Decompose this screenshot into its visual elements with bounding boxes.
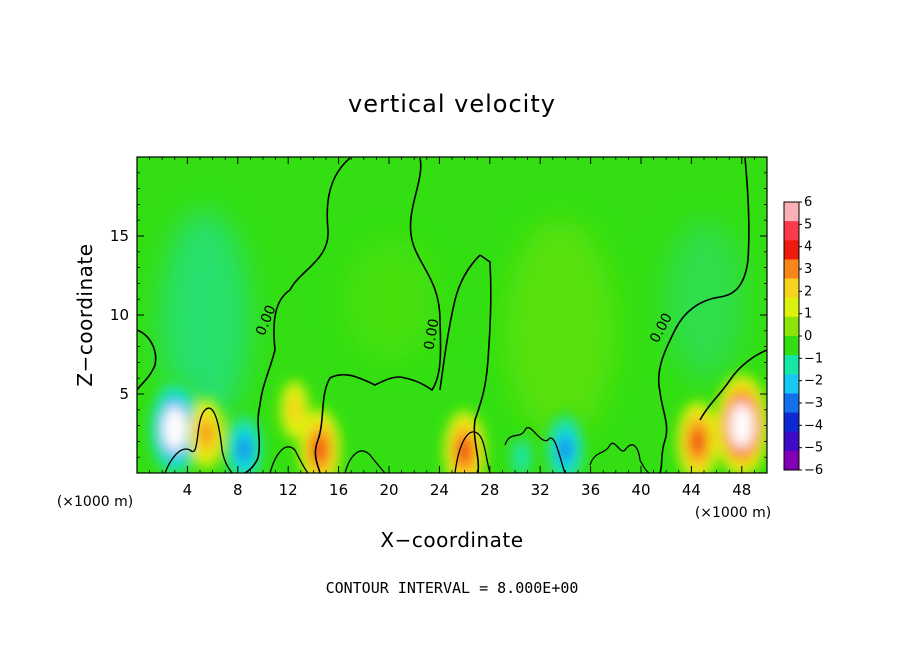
colorbar-label: −3 — [804, 396, 823, 411]
feature-updraft-3 — [443, 410, 486, 473]
colorbar-label: 2 — [804, 284, 812, 299]
x-tick-label: 4 — [183, 481, 193, 499]
colorbar-swatch — [784, 431, 799, 452]
y-tick-label: 5 — [119, 385, 129, 403]
y-tick-label: 15 — [110, 227, 129, 245]
plot-area: 0.00 0.00 0.00 — [137, 157, 767, 473]
x-tick-label: 20 — [379, 481, 398, 499]
field-left-weak-downdraft — [160, 210, 250, 430]
x-tick-label: 12 — [279, 481, 298, 499]
x-axis-label: X−coordinate — [380, 528, 523, 552]
x-tick-label: 24 — [430, 481, 449, 499]
x-tick-label: 8 — [233, 481, 243, 499]
colorbar: 6 5 4 3 2 1 0 −1 −2 −3 −4 −5 −6 — [783, 195, 823, 478]
colorbar-swatch — [784, 316, 799, 337]
feature-updraft-2 — [298, 409, 341, 473]
contour-label: 0.00 — [421, 318, 442, 351]
contour-line-left-edge — [137, 329, 157, 391]
y-tick-label: 10 — [110, 306, 129, 324]
x-tick-label: 44 — [682, 481, 701, 499]
x-tick-label: 16 — [329, 481, 348, 499]
feature-downdraft-9 — [506, 428, 536, 473]
feature-layer — [459, 440, 470, 461]
colorbar-swatch — [784, 355, 799, 375]
colorbar-swatch — [784, 221, 799, 241]
contour-interval-text: CONTOUR INTERVAL = 8.000E+00 — [326, 579, 579, 597]
colorbar-swatch — [784, 259, 799, 280]
colorbar-label: −5 — [804, 441, 823, 456]
feature-layer — [287, 395, 302, 425]
colorbar-label: −4 — [804, 418, 823, 433]
smooth-field — [160, 210, 745, 440]
x-unit-label: (×1000 m) — [695, 505, 771, 521]
feature-layer — [692, 431, 703, 452]
field-upper-weak-updraft — [505, 220, 615, 440]
x-tick-label: 48 — [732, 481, 751, 499]
x-tick-label: 36 — [581, 481, 600, 499]
colorbar-label: 6 — [804, 195, 812, 210]
feature-updraft-7 — [280, 380, 309, 439]
x-tick-label: 28 — [480, 481, 499, 499]
feature-layer — [238, 439, 250, 460]
y-axis-label: Z−coordinate — [73, 243, 97, 386]
colorbar-label: −2 — [804, 374, 823, 389]
feature-layer — [560, 439, 571, 460]
colorbar-swatch — [784, 297, 799, 318]
feature-layer — [514, 442, 529, 472]
feature-downdraft-5 — [223, 409, 265, 473]
contour-line-lower-wiggles — [164, 407, 651, 473]
colorbar-label: 5 — [804, 217, 812, 232]
colorbar-swatch — [784, 278, 799, 299]
colorbar-label: 3 — [804, 262, 812, 277]
colorbar-swatch — [784, 202, 799, 222]
colorbar-swatch — [784, 240, 799, 260]
colorbar-swatch — [784, 450, 799, 471]
contour-line-mid — [314, 157, 442, 473]
field-mid-weak-updraft — [345, 240, 435, 360]
contour-line-right-edge — [699, 349, 767, 421]
feature-updraft-1 — [714, 374, 767, 473]
colorbar-label: −1 — [804, 351, 823, 366]
colorbar-label: −6 — [804, 463, 823, 478]
contour-line-left — [244, 157, 351, 473]
contour-line-center-top — [473, 254, 492, 473]
colorbar-swatch — [784, 412, 799, 433]
contour-line-right — [657, 157, 750, 473]
colorbar-label: 0 — [804, 329, 812, 344]
colorbar-label: 4 — [804, 240, 812, 255]
feature-downdraft-6 — [544, 409, 587, 473]
colorbar-label: 1 — [804, 307, 812, 322]
feature-updraft-8 — [676, 401, 719, 473]
colorbar-swatch — [784, 393, 799, 414]
feature-layer — [200, 422, 213, 445]
colorbar-swatch — [784, 336, 799, 356]
x-tick-label: 32 — [531, 481, 550, 499]
z-unit-label: (×1000 m) — [57, 494, 133, 510]
x-tick-label: 40 — [631, 481, 650, 499]
field-right-weak-downdraft — [665, 220, 745, 380]
colorbar-swatch — [784, 374, 799, 394]
chart-title: vertical velocity — [348, 90, 556, 118]
feature-saturated-core — [729, 402, 755, 449]
feature-saturated-core — [162, 405, 188, 452]
contour-line-center — [439, 254, 481, 391]
